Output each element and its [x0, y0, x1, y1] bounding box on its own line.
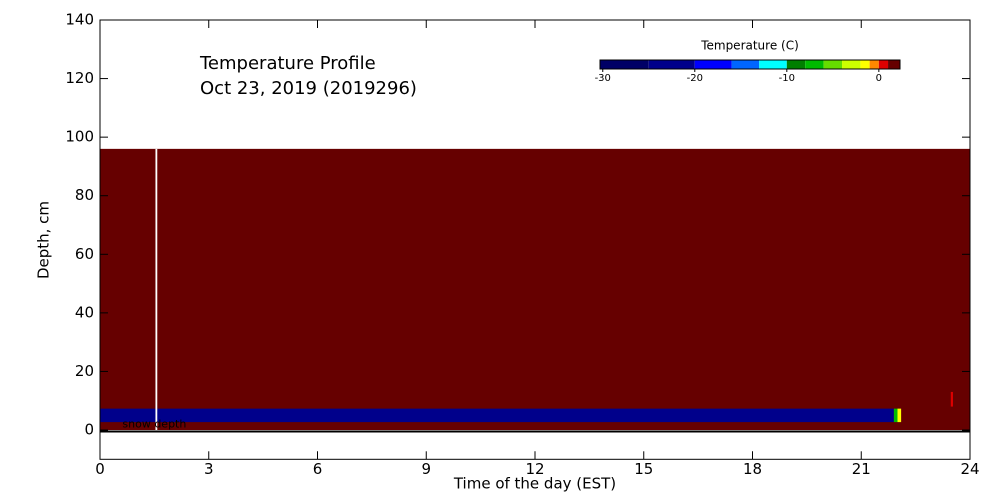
heatmap-cell — [100, 408, 894, 423]
snow-depth-label: snow depth — [122, 417, 186, 430]
colorbar-frame — [599, 59, 901, 70]
colorbar-tick-label: -20 — [687, 73, 703, 84]
colorbar-segment — [694, 60, 732, 69]
heatmap-cell — [897, 408, 902, 423]
colorbar-segment — [878, 60, 889, 69]
x-tick-label: 15 — [634, 460, 653, 478]
chart-title: Temperature Profile — [199, 53, 376, 74]
x-axis-label: Time of the day (EST) — [453, 475, 616, 493]
x-tick-label: 21 — [852, 460, 871, 478]
colorbar-segment — [888, 60, 900, 69]
colorbar-tick-label: 0 — [876, 73, 882, 84]
colorbar-title: Temperature (C) — [700, 39, 799, 53]
colorbar-segment — [842, 60, 861, 69]
colorbar-segment — [805, 60, 824, 69]
colorbar-segment — [823, 60, 843, 69]
x-tick-label: 24 — [960, 460, 979, 478]
colorbar-segment — [600, 60, 649, 69]
x-tick-label: 3 — [204, 460, 214, 478]
x-tick-label: 9 — [421, 460, 431, 478]
colorbar-segment — [860, 60, 870, 69]
y-tick-label: 140 — [65, 11, 94, 29]
colorbar-segment — [759, 60, 787, 69]
y-tick-label: 60 — [75, 245, 94, 263]
heatmap-cell — [893, 408, 898, 423]
colorbar-segment — [731, 60, 760, 69]
heatmap-cell — [950, 391, 953, 407]
colorbar-tick-label: -10 — [779, 73, 795, 84]
y-tick-label: 120 — [65, 69, 94, 87]
y-tick-label: 0 — [84, 421, 94, 439]
x-tick-label: 12 — [525, 460, 544, 478]
colorbar-segment — [786, 60, 806, 69]
colorbar-segment — [869, 60, 879, 69]
y-tick-label: 20 — [75, 362, 94, 380]
chart-subtitle: Oct 23, 2019 (2019296) — [200, 78, 417, 99]
heatmap-cell — [155, 148, 158, 431]
y-tick-label: 80 — [75, 186, 94, 204]
x-tick-label: 6 — [313, 460, 323, 478]
x-tick-label: 0 — [95, 460, 105, 478]
x-tick-label: 18 — [743, 460, 762, 478]
colorbar-tick-label: -30 — [595, 73, 611, 84]
y-tick-label: 100 — [65, 128, 94, 146]
y-axis-label: Depth, cm — [35, 201, 53, 279]
heatmap-cell — [100, 148, 970, 431]
y-tick-label: 40 — [75, 303, 94, 321]
colorbar-segment — [648, 60, 695, 69]
